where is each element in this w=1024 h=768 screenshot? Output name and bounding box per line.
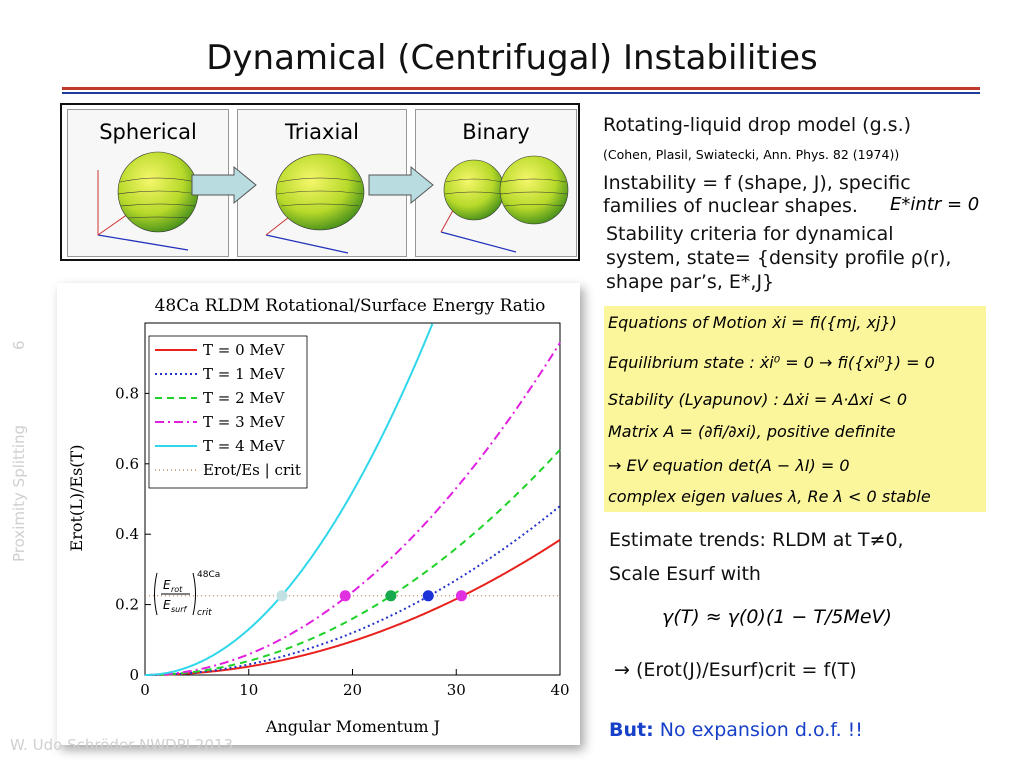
arrow-icon	[191, 165, 257, 205]
svg-text:E: E	[163, 598, 171, 612]
legend-box	[148, 335, 308, 489]
reference: (Cohen, Plasil, Swiatecki, Ann. Phys. 82…	[603, 147, 900, 162]
shape-label-binary: Binary	[462, 120, 530, 144]
critical-point	[339, 590, 351, 602]
legend-entry: Erot/Es | crit	[203, 461, 301, 479]
svg-text:surf: surf	[171, 605, 188, 614]
critical-ratio: → (Erot(J)/Esurf)crit = f(T)	[614, 659, 857, 681]
critical-point	[276, 590, 288, 602]
critical-point	[455, 590, 467, 602]
svg-text:rot: rot	[171, 585, 183, 594]
y-tick-label: 0	[129, 666, 139, 684]
legend-entry: T = 1 MeV	[203, 365, 286, 383]
estimate-line-1: Estimate trends: RLDM at T≠0,	[609, 529, 904, 551]
critical-point	[422, 590, 434, 602]
x-tick-label: 30	[447, 681, 466, 699]
stability-line-3: shape par’s, E*,J}	[606, 271, 775, 293]
title-rule-blue	[62, 92, 980, 94]
but-text: No expansion d.o.f. !!	[659, 719, 863, 741]
gamma-formula: γ(T) ≈ γ(0)(1 − T/5MeV)	[662, 606, 892, 628]
model-title: Rotating-liquid drop model (g.s.)	[603, 114, 912, 136]
legend-entry: T = 0 MeV	[203, 341, 286, 359]
side-page-number: 6	[10, 340, 28, 350]
binary-shape-image	[440, 155, 569, 253]
series-line-4	[145, 323, 434, 676]
equation-matrix: Matrix A = (∂fi/∂xi), positive definite	[608, 422, 896, 441]
shape-box-binary: Binary	[415, 109, 577, 257]
legend-entry: T = 4 MeV	[203, 437, 286, 455]
legend: T = 0 MeV T = 1 MeV T = 2 MeV T = 3 MeV T = …	[148, 335, 308, 489]
shape-label-spherical: Spherical	[99, 120, 197, 144]
footer: W. Udo Schröder NWDPI 2013	[10, 736, 234, 754]
y-tick-label: 0.4	[115, 525, 139, 543]
instability-condition: E*intr = 0	[890, 194, 980, 215]
equation-motion: Equations of Motion ẋi = fi({mj, xj})	[608, 313, 897, 332]
series-line-1	[145, 505, 561, 676]
equations-box: Equations of Motion ẋi = fi({mj, xj}) Eq…	[604, 306, 986, 512]
legend-entry: T = 3 MeV	[203, 413, 286, 431]
shape-label-triaxial: Triaxial	[284, 120, 360, 144]
estimate-line-2: Scale Esurf with	[609, 563, 761, 585]
y-tick-label: 0.2	[115, 596, 139, 614]
side-label: Proximity Splitting 6	[4, 330, 34, 570]
equation-eigen: complex eigen values λ, Re λ < 0 stable	[608, 487, 931, 506]
equation-ev: → EV equation det(A − λI) = 0	[608, 456, 850, 475]
x-axis-label: Angular Momentum J	[265, 717, 440, 736]
stability-line-1: Stability criteria for dynamical	[606, 223, 894, 245]
y-axis-label: Erot(L)/Es(T)	[67, 445, 86, 552]
side-label-text: Proximity Splitting	[10, 424, 28, 562]
but-note: But: No expansion d.o.f. !!	[609, 719, 863, 741]
but-label: But:	[609, 719, 654, 741]
stability-line-2: system, state= {density profile ρ(r),	[606, 247, 952, 269]
title-rule-red	[62, 87, 980, 90]
series-line-0	[145, 538, 561, 676]
legend-entry: T = 2 MeV	[203, 389, 286, 407]
x-tick-label: 40	[550, 681, 569, 699]
svg-text:E: E	[163, 578, 171, 592]
x-tick-label: 10	[239, 681, 258, 699]
shape-panel: Spherical Triaxial Binary	[60, 103, 580, 261]
svg-text:crit: crit	[197, 608, 212, 618]
x-tick-label: 20	[343, 681, 362, 699]
series-line-3	[145, 342, 561, 676]
instability-line-2: families of nuclear shapes.	[603, 195, 858, 217]
y-tick-label: 0.8	[115, 384, 139, 402]
chart-frame: 48Ca RLDM Rotational/Surface Energy Rati…	[57, 283, 580, 745]
shape-box-triaxial: Triaxial	[237, 109, 407, 257]
page-title: Dynamical (Centrifugal) Instabilities	[206, 38, 818, 78]
triaxial-shape-image	[265, 153, 365, 254]
series-line-2	[145, 449, 561, 676]
equation-equilibrium: Equilibrium state : ẋi⁰ = 0 → fi({xi⁰}) …	[608, 353, 935, 372]
arrow-icon	[368, 165, 434, 205]
svg-text:48Ca: 48Ca	[197, 570, 220, 580]
x-tick-label: 0	[140, 681, 150, 699]
critical-point	[385, 590, 397, 602]
equation-stability: Stability (Lyapunov) : Δẋi = A·Δxi < 0	[608, 390, 907, 409]
chart: 48Ca RLDM Rotational/Surface Energy Rati…	[67, 296, 570, 736]
chart-title: 48Ca RLDM Rotational/Surface Energy Rati…	[155, 296, 546, 316]
y-tick-label: 0.6	[115, 455, 139, 473]
instability-line-1: Instability = f (shape, J), specific	[603, 172, 911, 194]
